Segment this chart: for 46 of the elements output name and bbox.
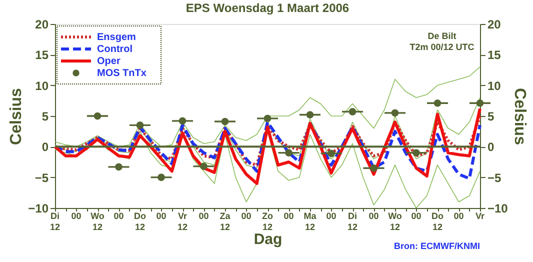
- x-tick-label: 00: [454, 211, 464, 221]
- y-tick-label: 20: [35, 18, 49, 32]
- x-tick-label: Zo 12: [262, 211, 274, 232]
- y2-tick-label: 15: [488, 48, 502, 62]
- x-tick-label: Ma 12: [304, 211, 318, 232]
- x-axis-title: Dag: [254, 231, 282, 248]
- x-tick-label: Wo 12: [90, 211, 105, 232]
- x-tick-label: Vr 12: [177, 211, 188, 232]
- y2-tick-label: 20: [488, 18, 502, 32]
- x-tick-label: 00: [411, 211, 422, 221]
- y2-tick-label: −5: [488, 170, 502, 185]
- y2-tick-label: −10: [488, 202, 508, 216]
- y-tick-label: 10: [35, 78, 49, 93]
- annotation: De Bilt: [428, 31, 456, 41]
- text: Bron: ECMWF/KNMI: [394, 241, 480, 251]
- y-tick-label: 5: [42, 110, 49, 124]
- y2-tick-label: 5: [488, 110, 494, 124]
- x-tick-label: Di 12: [347, 211, 358, 232]
- x-tick-label: Vr: [475, 211, 485, 221]
- legend-label: Control: [97, 44, 133, 55]
- x-tick-label: 00: [156, 211, 166, 221]
- y2-tick-label: 0: [488, 140, 494, 154]
- x-tick-label: 00: [326, 211, 336, 221]
- x-tick-label: 00: [71, 211, 82, 221]
- y2-axis-title: Celsius: [510, 88, 528, 146]
- x-tick-label: 00: [198, 211, 209, 221]
- x-tick-label: 00: [284, 211, 294, 221]
- x-tick-label: Wo 12: [388, 211, 402, 232]
- x-tick-label: 00: [114, 211, 124, 221]
- x-tick-label: 00: [368, 211, 379, 221]
- annotation: T2m 00/12 UTC: [410, 42, 475, 52]
- y-tick-label: −10: [28, 202, 49, 216]
- y2-tick-label: 10: [488, 78, 502, 93]
- x-tick-label: Za 12: [220, 211, 232, 232]
- legend-label: Ensgem: [97, 32, 136, 43]
- y-tick-label: 0: [42, 140, 49, 154]
- y-tick-label: 15: [35, 48, 49, 62]
- y-tick-label: −5: [34, 170, 49, 185]
- x-tick-label: Do 12: [134, 211, 146, 232]
- x-tick-label: 00: [241, 211, 252, 221]
- legend-label: MOS TnTx: [97, 68, 147, 79]
- y-axis-title: Celsius: [8, 88, 26, 145]
- x-tick-label: Di 12: [50, 211, 60, 232]
- x-tick-label: Do 12: [432, 211, 444, 232]
- chart-title: EPS Woensdag 1 Maart 2006: [186, 1, 350, 15]
- legend-label: Oper: [97, 56, 120, 67]
